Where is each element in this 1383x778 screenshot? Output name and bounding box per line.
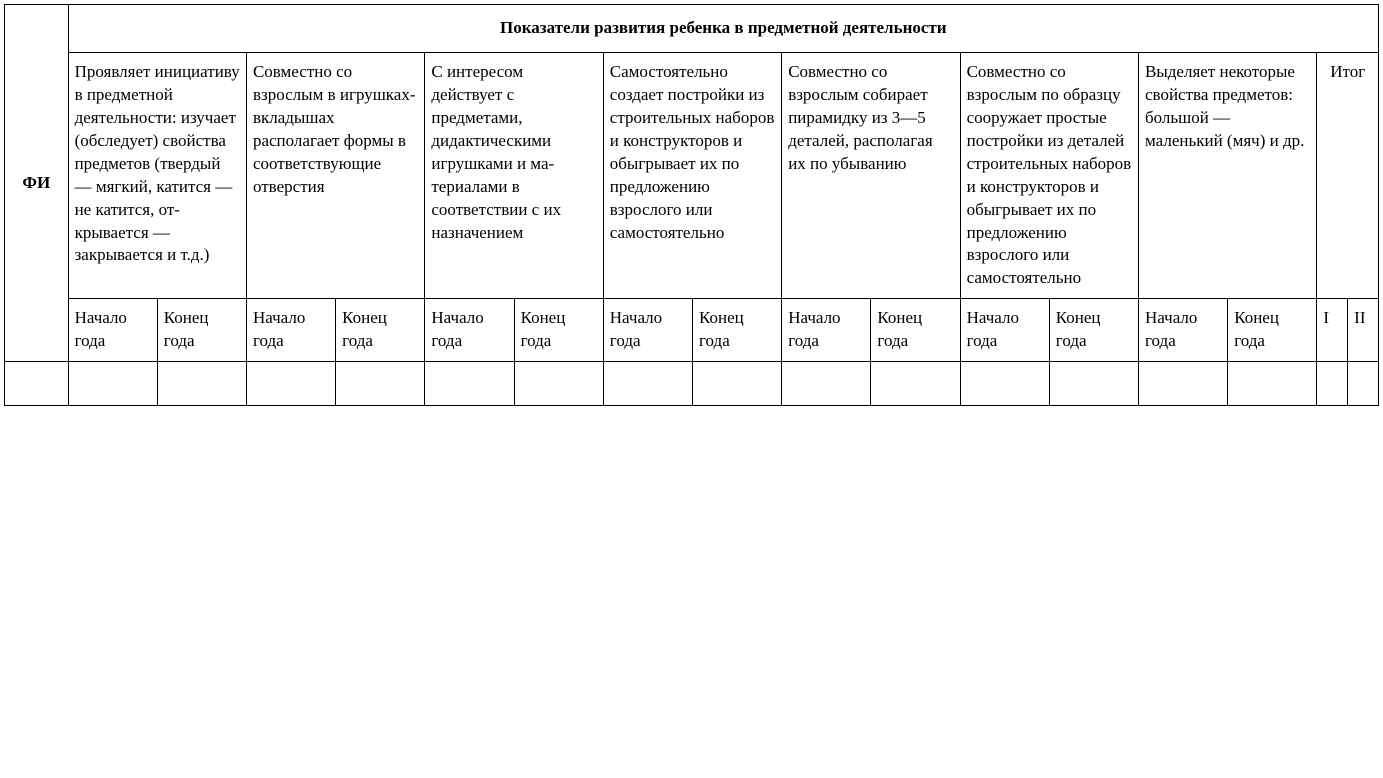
cell-itog-1 xyxy=(1317,362,1348,406)
criterion-3: С интересом действует с предметами, дида… xyxy=(425,52,603,298)
cell-c1-start xyxy=(68,362,157,406)
sub-start-4: На­чало года xyxy=(603,299,692,362)
cell-c6-end xyxy=(1049,362,1138,406)
cell-c3-start xyxy=(425,362,514,406)
sub-end-3: Конец года xyxy=(514,299,603,362)
sub-end-7: Конец года xyxy=(1228,299,1317,362)
cell-c3-end xyxy=(514,362,603,406)
sub-start-1: На­чало года xyxy=(68,299,157,362)
cell-c6-start xyxy=(960,362,1049,406)
sub-start-7: На­чало года xyxy=(1139,299,1228,362)
cell-c4-end xyxy=(692,362,781,406)
cell-fi xyxy=(5,362,69,406)
sub-end-4: Конец года xyxy=(692,299,781,362)
itog-col-2: II xyxy=(1348,299,1379,362)
cell-c7-start xyxy=(1139,362,1228,406)
data-row xyxy=(5,362,1379,406)
sub-start-2: На­чало года xyxy=(246,299,335,362)
criterion-2: Совместно со взрослым в игрушках-вкладыш… xyxy=(246,52,424,298)
sub-end-6: Конец года xyxy=(1049,299,1138,362)
criterion-1: Проявляет инициативу в предметной деятел… xyxy=(68,52,246,298)
criterion-4: Самостоя­тельно созда­ет постройки из ст… xyxy=(603,52,781,298)
cell-c2-end xyxy=(336,362,425,406)
row-label-fi: ФИ xyxy=(5,5,69,362)
sub-end-2: Конец года xyxy=(336,299,425,362)
cell-c1-end xyxy=(157,362,246,406)
criterion-7: Выделяет некоторые свойства предметов: б… xyxy=(1139,52,1317,298)
main-header: Показатели развития ребенка в предметной… xyxy=(68,5,1378,53)
cell-c7-end xyxy=(1228,362,1317,406)
development-indicators-table: ФИ Показатели развития ребенка в предмет… xyxy=(4,4,1379,406)
cell-c4-start xyxy=(603,362,692,406)
cell-itog-2 xyxy=(1348,362,1379,406)
criterion-5: Совместно со взрослым собирает пи­рамидк… xyxy=(782,52,960,298)
criterion-6: Совместно со взрослым по образцу сооружа… xyxy=(960,52,1138,298)
sub-start-6: На­чало года xyxy=(960,299,1049,362)
sub-end-5: Конец года xyxy=(871,299,960,362)
sub-end-1: Конец года xyxy=(157,299,246,362)
itog-col-1: I xyxy=(1317,299,1348,362)
itog-header: Итог xyxy=(1317,52,1379,298)
cell-c2-start xyxy=(246,362,335,406)
sub-start-3: На­чало года xyxy=(425,299,514,362)
sub-start-5: На­чало года xyxy=(782,299,871,362)
cell-c5-start xyxy=(782,362,871,406)
cell-c5-end xyxy=(871,362,960,406)
